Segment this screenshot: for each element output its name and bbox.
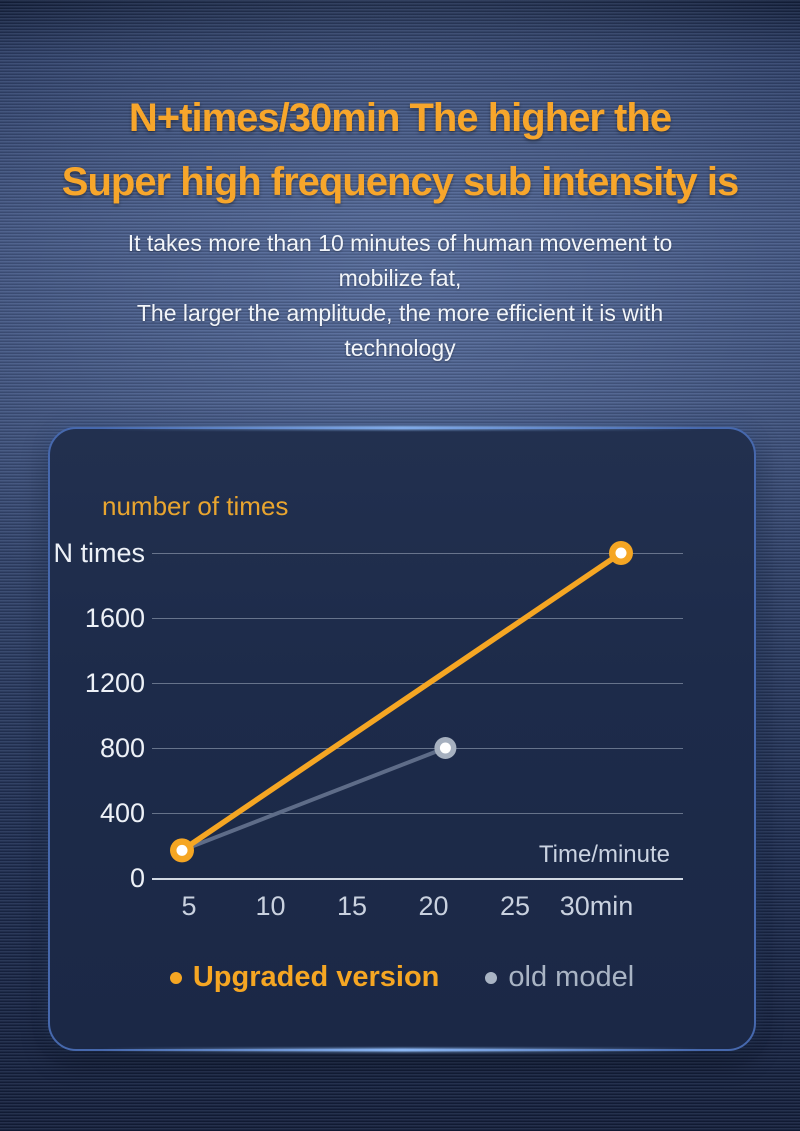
legend-marker-old-icon <box>485 971 498 984</box>
page-title-line1: N+times/30min The higher the <box>128 96 672 140</box>
y-tick-label: 800 <box>99 733 145 763</box>
data-point-marker <box>171 839 193 862</box>
page-subtitle: It takes more than 10 minutes of human m… <box>0 226 800 366</box>
chart-x-axis-title: Time/minute <box>538 841 670 868</box>
y-tick-label: 0 <box>129 863 145 893</box>
x-axis-line <box>152 878 683 880</box>
hero-section: N+times/30min The higher the Super high … <box>0 0 800 366</box>
x-tick-label: 5 <box>181 891 197 921</box>
x-tick-label: 10 <box>255 891 286 921</box>
legend-item-old: old model <box>485 961 634 994</box>
gridline <box>152 748 683 749</box>
series-line-old <box>180 746 448 853</box>
y-tick-label: N times <box>53 538 145 568</box>
legend-item-upgraded: Upgraded version <box>169 961 440 994</box>
data-point-center <box>176 844 188 856</box>
gridline <box>152 618 683 619</box>
legend-marker-upgraded-icon <box>169 971 182 984</box>
data-point-marker <box>170 838 194 863</box>
x-tick-label: 20 <box>418 891 449 921</box>
gridline <box>152 683 683 684</box>
page-title-line2: Super high frequency sub intensity is <box>61 160 739 204</box>
legend-label: Upgraded version <box>192 961 440 993</box>
x-tick-label: 15 <box>336 891 368 921</box>
y-tick-label: 1600 <box>84 603 145 633</box>
gridline <box>152 553 683 554</box>
x-tick-label: 25 <box>499 891 531 921</box>
gridline <box>152 813 683 814</box>
subtitle-line: technology <box>344 335 456 361</box>
legend-label: old model <box>508 961 635 993</box>
subtitle-line: It takes more than 10 minutes of human m… <box>127 230 673 256</box>
y-tick-label: 1200 <box>84 668 145 698</box>
chart-y-axis-title: number of times <box>102 491 289 521</box>
subtitle-line: The larger the amplitude, the more effic… <box>136 300 664 326</box>
subtitle-line: mobilize fat, <box>338 265 462 291</box>
data-point-center <box>176 844 188 856</box>
x-tick-label: 30min <box>559 891 634 921</box>
y-tick-label: 400 <box>99 798 145 828</box>
chart-legend: Upgraded version old model <box>50 961 754 994</box>
chart-card: number of times N times 1600 1200 800 400 0 5… <box>48 427 756 1051</box>
series-line-upgraded <box>179 550 624 854</box>
chart-svg <box>170 541 633 863</box>
page-title: N+times/30min The higher the Super high … <box>0 0 800 214</box>
